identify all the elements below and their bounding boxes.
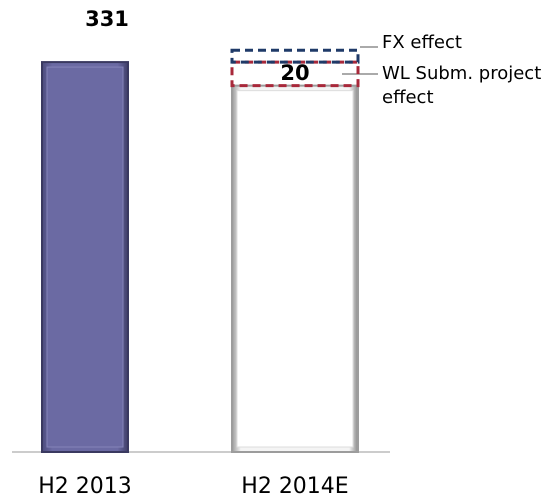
data-label: 331 [85, 7, 129, 31]
bar [231, 84, 359, 453]
bar-segment [230, 60, 360, 88]
data-label: 20 [280, 61, 309, 85]
legend-label: FX effect [382, 32, 462, 53]
legend-label: WL Subm. project effect [382, 63, 542, 108]
x-tick-label: H2 2013 [38, 474, 132, 499]
bar-segment [230, 48, 360, 64]
x-tick-label: H2 2014E [241, 474, 348, 499]
bar [41, 61, 129, 453]
